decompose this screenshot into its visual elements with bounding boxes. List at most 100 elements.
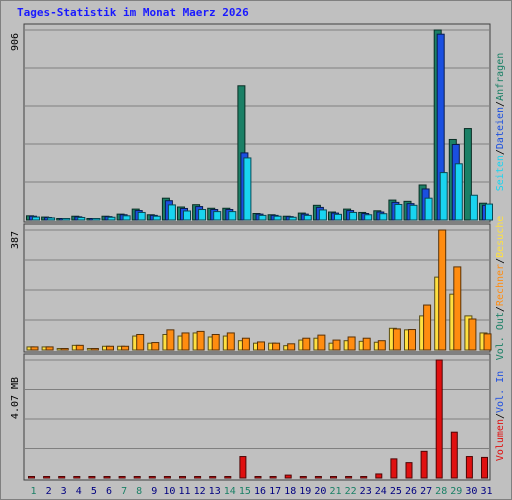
bar-rechner-day-30 [468, 318, 477, 351]
bar-seiten-day-19 [303, 214, 312, 221]
bar-rechner-day-11 [181, 332, 190, 351]
bar-seiten-day-20 [318, 209, 327, 221]
bar-rechner-day-5 [90, 348, 99, 351]
bar-volumen-day-24 [375, 473, 383, 479]
legend-item: Besuche [495, 216, 506, 258]
x-tick-label: 5 [91, 486, 97, 497]
bar-volumen-day-26 [405, 462, 413, 479]
bar-seiten-day-24 [379, 213, 388, 221]
bar-volumen-day-9 [148, 476, 156, 479]
panel-frame [23, 23, 491, 223]
bar-volumen-day-2 [43, 476, 51, 479]
bar-rechner-day-7 [121, 345, 130, 351]
bar-volumen-day-25 [390, 458, 398, 479]
bar-rechner-day-14 [226, 332, 235, 351]
bar-volumen-day-1 [28, 476, 35, 479]
bar-seiten-day-8 [137, 211, 146, 221]
x-tick-label: 8 [136, 486, 142, 497]
bar-rechner-day-29 [453, 266, 462, 351]
bar-seiten-day-29 [454, 163, 463, 221]
x-tick-label: 4 [76, 486, 82, 497]
legend-item: / [495, 258, 506, 264]
x-tick-label: 30 [465, 486, 477, 497]
bar-volumen-day-6 [103, 476, 111, 479]
bar-rechner-day-24 [377, 340, 386, 351]
bar-volumen-day-7 [118, 476, 126, 479]
x-tick-label: 6 [106, 486, 112, 497]
legend-item: / [495, 413, 506, 419]
x-tick-label: 11 [178, 486, 190, 497]
x-tick-label: 28 [435, 486, 447, 497]
bar-rechner-day-25 [392, 328, 401, 351]
bar-rechner-day-2 [45, 346, 54, 351]
bar-volumen-day-8 [133, 476, 141, 479]
legend-item: Dateien [495, 107, 506, 149]
x-tick-label: 10 [163, 486, 175, 497]
x-tick-label: 14 [224, 486, 236, 497]
chart-title: Tages-Statistik im Monat Maerz 2026 [17, 6, 249, 19]
x-tick-label: 29 [450, 486, 462, 497]
bar-seiten-day-11 [183, 210, 191, 221]
bar-rechner-day-10 [166, 329, 175, 351]
bar-volumen-day-30 [465, 456, 473, 479]
panel-frame [23, 223, 491, 353]
x-tick-label: 20 [314, 486, 326, 497]
bar-seiten-day-21 [334, 213, 342, 221]
bar-volumen-day-14 [224, 476, 232, 479]
x-tick-label: 27 [420, 486, 432, 497]
x-tick-label: 31 [480, 486, 492, 497]
bar-seiten-day-7 [122, 215, 131, 221]
x-tick-label: 15 [239, 486, 251, 497]
bar-rechner-day-6 [106, 345, 114, 351]
bar-seiten-day-10 [167, 204, 176, 221]
bar-rechner-day-12 [196, 330, 205, 351]
bar-volumen-day-20 [314, 476, 322, 479]
panel-frame [23, 353, 491, 481]
x-tick-label: 3 [61, 486, 67, 497]
bar-volumen-day-15 [239, 456, 247, 479]
bar-seiten-day-9 [152, 215, 161, 221]
y-max-label: 4.07 MB [10, 377, 21, 419]
bar-rechner-day-28 [438, 229, 447, 351]
bar-seiten-day-13 [213, 211, 222, 221]
x-tick-label: 7 [121, 486, 127, 497]
bar-seiten-day-12 [198, 209, 207, 221]
x-tick-label: 25 [390, 486, 402, 497]
bar-volumen-day-10 [163, 476, 171, 479]
x-tick-label: 12 [194, 486, 206, 497]
bar-seiten-day-6 [107, 216, 116, 221]
x-tick-label: 17 [269, 486, 281, 497]
legend-item: / [495, 306, 506, 312]
bar-volumen-day-12 [194, 476, 202, 479]
bar-seiten-day-5 [92, 218, 101, 221]
bar-rechner-day-27 [423, 304, 432, 351]
bar-volumen-day-29 [450, 431, 458, 479]
bar-volumen-day-5 [88, 476, 96, 479]
legend-item: Anfragen [495, 53, 506, 101]
legend-item: Seiten [495, 155, 506, 191]
bar-rechner-day-17 [272, 342, 281, 351]
bar-seiten-day-2 [47, 217, 56, 221]
bar-rechner-day-4 [75, 344, 84, 351]
bar-volumen-day-16 [254, 476, 262, 479]
bar-rechner-day-31 [483, 333, 492, 351]
x-tick-label: 13 [209, 486, 221, 497]
legend-item: / [495, 101, 506, 107]
y-max-label: 387 [10, 231, 21, 249]
bar-seiten-day-4 [77, 216, 86, 221]
bar-rechner-day-20 [317, 334, 326, 351]
bar-rechner-day-15 [241, 337, 250, 351]
bar-seiten-day-25 [394, 203, 403, 221]
bar-volumen-day-28 [435, 359, 443, 479]
bar-volumen-day-23 [360, 476, 368, 479]
bar-seiten-day-15 [243, 157, 252, 221]
x-tick-label: 2 [46, 486, 52, 497]
bar-seiten-day-22 [349, 211, 358, 221]
bar-rechner-day-1 [30, 346, 39, 351]
legend-item: / [495, 149, 506, 155]
bar-rechner-day-13 [211, 333, 220, 351]
x-tick-label: 26 [405, 486, 417, 497]
bar-rechner-day-26 [408, 329, 416, 351]
bar-rechner-day-23 [362, 337, 371, 351]
